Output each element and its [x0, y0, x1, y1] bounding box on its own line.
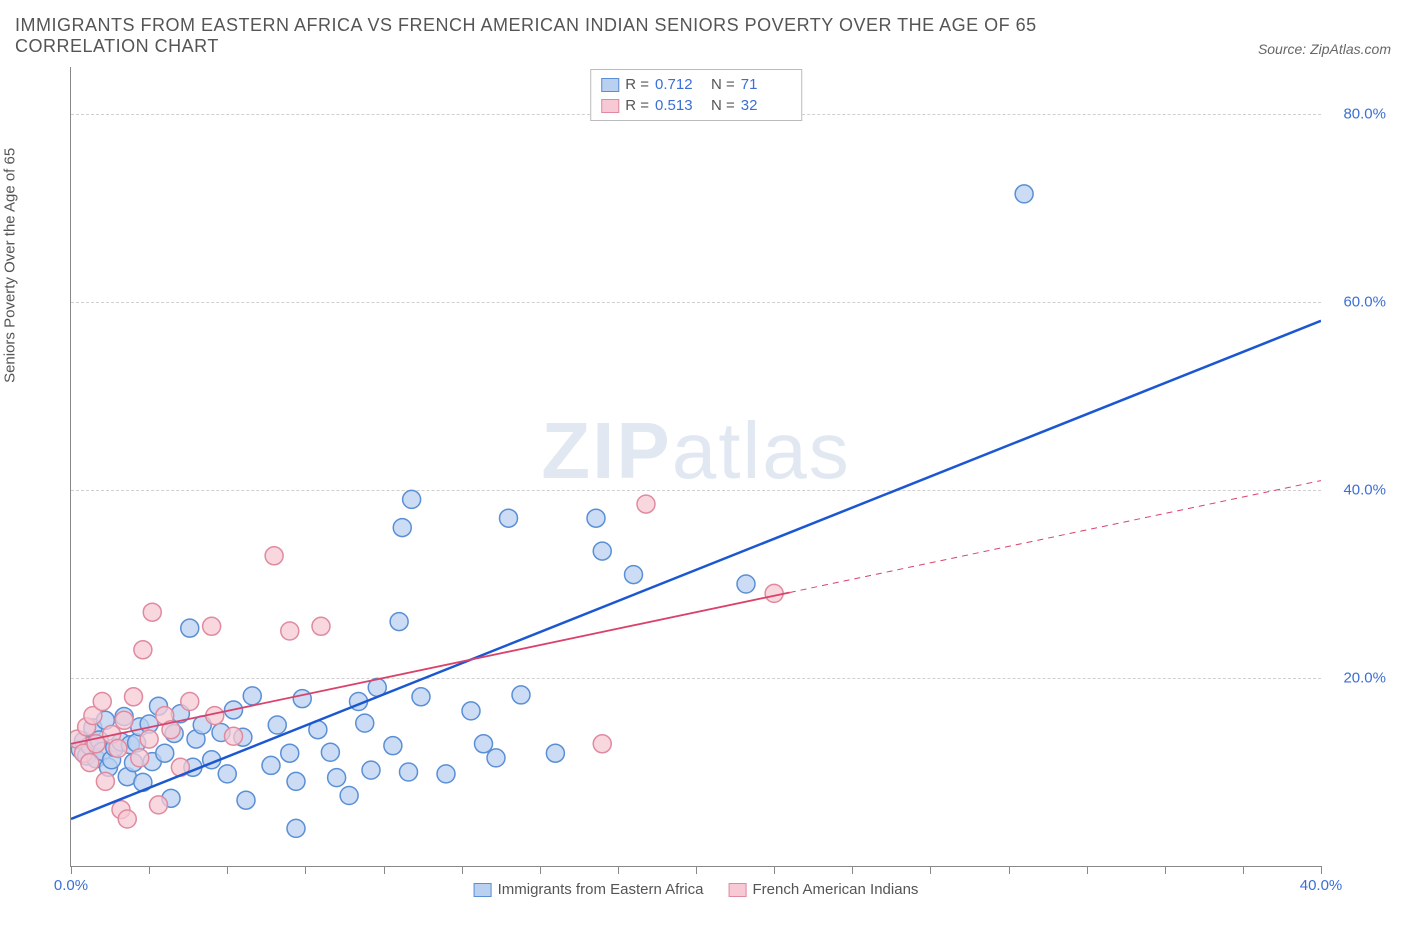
x-tick-label: 40.0% [1300, 877, 1343, 894]
legend-item: Immigrants from Eastern Africa [474, 881, 704, 898]
y-tick-label: 60.0% [1343, 294, 1386, 311]
swatch-series-0 [601, 78, 619, 92]
source-label: Source: ZipAtlas.com [1258, 41, 1391, 57]
legend-stats-row: R = 0.513 N = 32 [601, 95, 791, 116]
y-axis-label: Seniors Poverty Over the Age of 65 [2, 148, 19, 383]
chart-title: IMMIGRANTS FROM EASTERN AFRICA VS FRENCH… [15, 15, 1115, 57]
swatch-series-1 [728, 883, 746, 897]
chart-container: Seniors Poverty Over the Age of 65 ZIPat… [15, 67, 1391, 917]
legend-item: French American Indians [728, 881, 918, 898]
legend-series: Immigrants from Eastern Africa French Am… [474, 881, 919, 898]
legend-stats: R = 0.712 N = 71 R = 0.513 N = 32 [590, 69, 802, 121]
x-tick-label: 0.0% [54, 877, 88, 894]
plot-area: ZIPatlas R = 0.712 N = 71 R = 0.513 N = … [70, 67, 1321, 867]
swatch-series-1 [601, 99, 619, 113]
swatch-series-0 [474, 883, 492, 897]
legend-stats-row: R = 0.712 N = 71 [601, 74, 791, 95]
scatter-svg [71, 67, 1321, 866]
y-tick-label: 40.0% [1343, 482, 1386, 499]
y-tick-label: 80.0% [1343, 106, 1386, 123]
y-tick-label: 20.0% [1343, 670, 1386, 687]
